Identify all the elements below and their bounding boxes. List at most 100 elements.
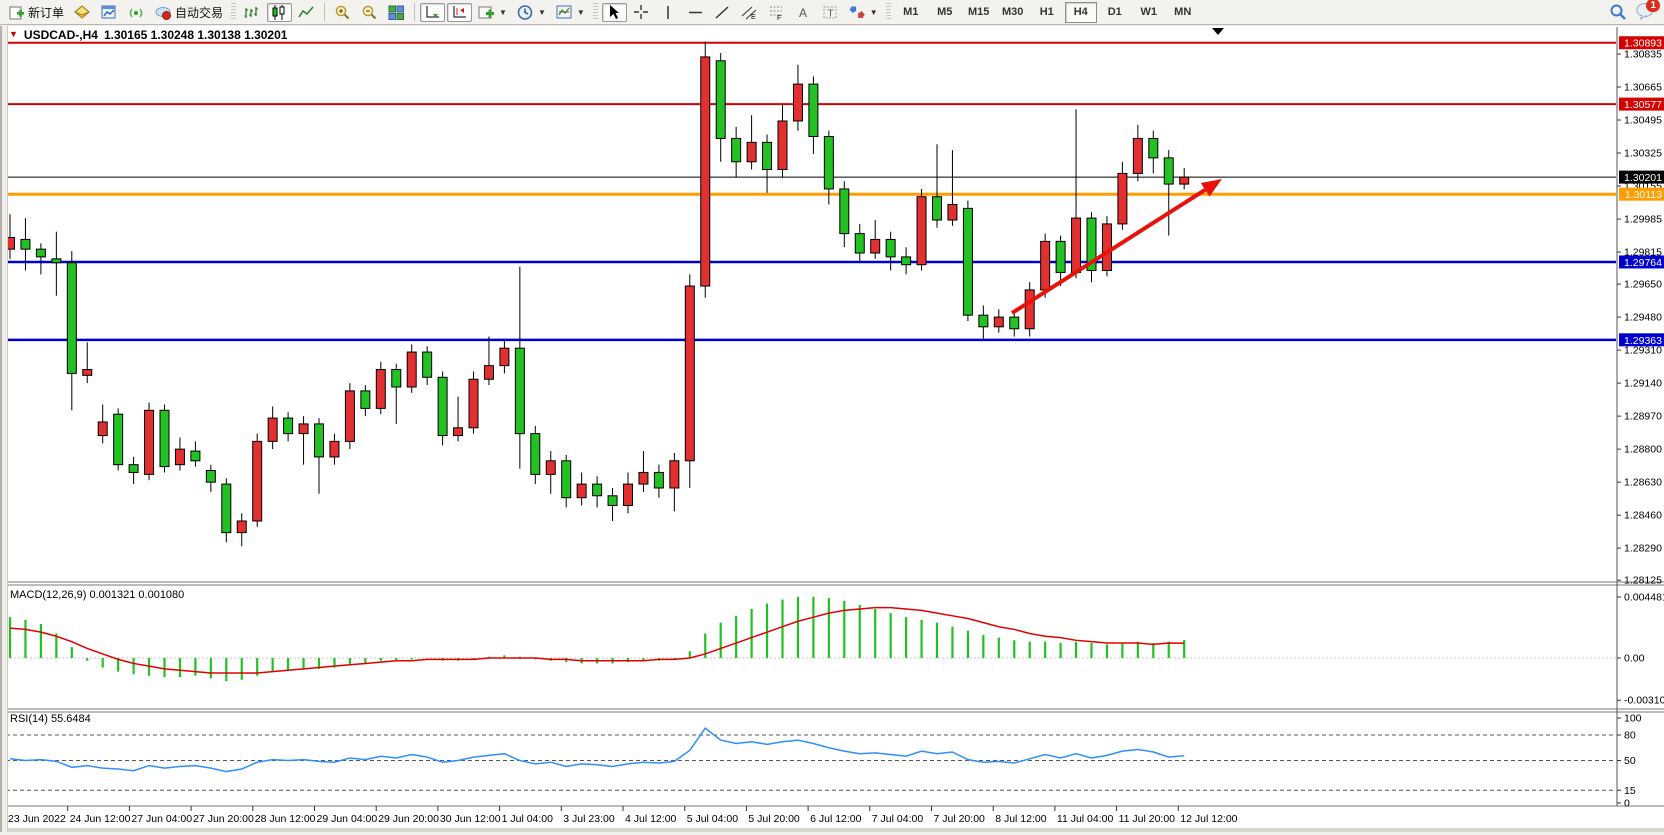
- rsi-line: [9, 727, 1185, 773]
- notification-badge: 1: [1646, 0, 1660, 12]
- candlestick-chart-icon[interactable]: [267, 2, 293, 22]
- candle-body: [731, 137, 742, 163]
- toolbar-grip[interactable]: [231, 3, 237, 21]
- cursor-icon[interactable]: [601, 2, 627, 22]
- search-icon[interactable]: [1609, 3, 1626, 20]
- tab-timeframe-w1[interactable]: W1: [1140, 5, 1157, 18]
- candle-body: [453, 427, 464, 437]
- new-chart-window-icon[interactable]: [97, 3, 122, 22]
- vertical-line-icon[interactable]: [656, 3, 681, 22]
- candle-body: [607, 495, 618, 506]
- toolbar-separator: [324, 3, 326, 21]
- chevron-down-icon: ▼: [499, 7, 507, 17]
- candle-body: [205, 470, 216, 483]
- candle-body: [437, 376, 448, 437]
- text-label-icon[interactable]: T: [818, 3, 843, 22]
- time-tick-label: 5 Jul 20:00: [748, 813, 800, 825]
- fibonacci-icon[interactable]: F: [764, 3, 789, 22]
- price-badge: 1.29764: [1619, 255, 1664, 269]
- candle-body: [901, 256, 912, 266]
- tab-timeframe-mn[interactable]: MN: [1174, 5, 1192, 18]
- templates-button[interactable]: ▼: [552, 1, 589, 24]
- tab-timeframe-h4[interactable]: H4: [1064, 1, 1097, 23]
- tab-timeframe-h1[interactable]: H1: [1039, 5, 1054, 18]
- chevron-down-icon[interactable]: ▼: [9, 29, 18, 39]
- price-tick-label: 1.28630: [1624, 477, 1662, 489]
- window-bottom-edge: [1, 828, 1664, 832]
- autotrading-button[interactable]: 自动交易: [151, 1, 227, 24]
- auto-scroll-icon[interactable]: [420, 2, 446, 22]
- zoom-out-icon[interactable]: [357, 3, 382, 22]
- time-tick-label: 7 Jul 20:00: [934, 813, 986, 825]
- price-badge: 1.30113: [1619, 187, 1664, 201]
- horizontal-line-icon[interactable]: [683, 3, 708, 22]
- marketwatch-icon[interactable]: [70, 3, 95, 22]
- text-icon[interactable]: A: [791, 3, 816, 22]
- candle-body: [653, 471, 664, 489]
- tile-windows-icon[interactable]: [384, 3, 409, 22]
- price-axis[interactable]: 1.308351.306651.304951.303251.301551.299…: [1617, 49, 1662, 587]
- trendline-icon[interactable]: [710, 3, 735, 22]
- add-chart-button[interactable]: ▼: [474, 1, 511, 24]
- time-tick-label: 11 Jul 04:00: [1057, 813, 1114, 825]
- candle-body: [283, 417, 294, 435]
- candle-body: [329, 440, 340, 458]
- price-badge-label: 1.29764: [1624, 257, 1662, 269]
- time-tick-label: 11 Jul 20:00: [1119, 813, 1176, 825]
- candle-body: [406, 351, 417, 388]
- signal-icon[interactable]: [124, 3, 149, 22]
- candle-body: [391, 369, 402, 388]
- toolbar-grip[interactable]: [885, 3, 891, 21]
- candle-body: [669, 460, 680, 489]
- chart-title-bar[interactable]: ▼ USDCAD-,H4 1.30165 1.30248 1.30138 1.3…: [9, 28, 287, 42]
- toolbar-grip[interactable]: [592, 3, 598, 21]
- line-chart-icon[interactable]: [294, 3, 319, 22]
- chart-ohlc-values: 1.30165 1.30248 1.30138 1.30201: [103, 28, 288, 42]
- candle-body: [1132, 137, 1143, 174]
- chat-notifications-button[interactable]: 1: [1636, 0, 1660, 21]
- candle-body: [792, 83, 803, 122]
- candle-body: [360, 390, 371, 409]
- chevron-down-icon: ▼: [576, 7, 585, 17]
- rsi-tick-label: 50: [1624, 755, 1636, 767]
- chart-shift-marker-icon[interactable]: [1212, 28, 1224, 35]
- new-order-button[interactable]: 新订单: [4, 1, 68, 24]
- trend-arrow-head[interactable]: [1200, 179, 1222, 197]
- tab-timeframe-m30[interactable]: M30: [1002, 5, 1024, 18]
- candle-body: [82, 369, 93, 376]
- tab-timeframe-m5[interactable]: M5: [937, 5, 953, 18]
- candle-body: [1101, 223, 1112, 272]
- time-tick-label: 28 Jun 12:00: [255, 813, 316, 825]
- chart-shift-icon[interactable]: [447, 2, 473, 22]
- candle-body: [252, 440, 263, 522]
- candle-body: [746, 141, 757, 163]
- candle-body: [236, 520, 247, 534]
- periods-clock-icon: [517, 4, 534, 21]
- price-badge-label: 1.30893: [1624, 38, 1662, 50]
- zoom-in-icon[interactable]: [330, 3, 355, 22]
- tab-timeframe-m15[interactable]: M15: [968, 5, 990, 18]
- window-left-edge: [0, 26, 8, 832]
- candle-body: [314, 423, 324, 458]
- rsi-axis[interactable]: 100 80 50 150: [1617, 713, 1642, 810]
- tab-timeframe-d1[interactable]: D1: [1107, 5, 1122, 18]
- trend-arrow-shaft[interactable]: [1010, 188, 1207, 315]
- toolbar-separator: [414, 3, 416, 21]
- bar-chart-icon[interactable]: [240, 3, 265, 22]
- equidistant-channel-icon[interactable]: E: [737, 3, 762, 22]
- price-tick-label: 1.28800: [1624, 444, 1662, 456]
- time-axis[interactable]: 23 Jun 2022 24 Jun 12:00 27 Jun 04:00 27 Ju…: [5, 806, 1238, 825]
- price-tick-label: 1.29310: [1624, 345, 1662, 357]
- candle-body: [1163, 157, 1174, 185]
- candle-body: [839, 188, 850, 235]
- price-tick-label: 1.29985: [1624, 214, 1662, 226]
- tab-timeframe-m1[interactable]: M1: [903, 5, 919, 18]
- chart-canvas[interactable]: 1.308351.306651.304951.303251.301551.299…: [0, 26, 1664, 832]
- chart-window[interactable]: ▼ USDCAD-,H4 1.30165 1.30248 1.30138 1.3…: [0, 26, 1664, 832]
- time-tick-label: 24 Jun 12:00: [70, 813, 131, 825]
- crosshair-icon[interactable]: [629, 3, 654, 22]
- periods-button[interactable]: ▼: [513, 1, 550, 24]
- macd-axis[interactable]: 0.004481 0.00 -0.003103: [1617, 592, 1664, 707]
- arrows-tool-button[interactable]: ▼: [845, 1, 882, 24]
